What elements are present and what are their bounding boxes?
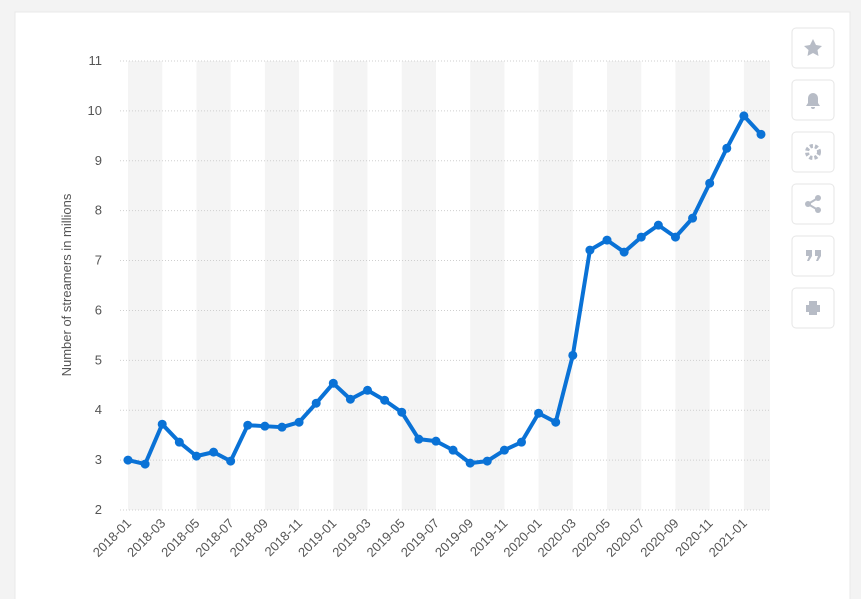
data-point bbox=[756, 129, 766, 139]
data-point bbox=[619, 247, 629, 257]
data-point bbox=[688, 213, 698, 223]
data-point bbox=[739, 111, 749, 121]
data-point bbox=[345, 394, 355, 404]
data-point bbox=[482, 456, 492, 466]
data-point bbox=[534, 408, 544, 418]
data-point bbox=[414, 434, 424, 444]
data-point bbox=[551, 417, 561, 427]
data-point bbox=[243, 420, 253, 430]
band bbox=[470, 61, 505, 510]
y-tick-label: 6 bbox=[95, 302, 102, 317]
y-tick-label: 3 bbox=[95, 452, 102, 467]
data-point bbox=[722, 143, 732, 153]
data-point bbox=[363, 385, 373, 395]
band bbox=[607, 61, 642, 510]
data-point bbox=[499, 445, 509, 455]
data-point bbox=[157, 419, 167, 429]
y-tick-label: 9 bbox=[95, 153, 102, 168]
bell-icon bbox=[806, 93, 820, 109]
quote-icon bbox=[806, 250, 821, 261]
data-point bbox=[465, 458, 475, 468]
data-point bbox=[397, 407, 407, 417]
y-tick-label: 5 bbox=[95, 352, 102, 367]
y-tick-label: 7 bbox=[95, 253, 102, 268]
gear-icon bbox=[805, 144, 821, 160]
data-point bbox=[209, 447, 219, 457]
data-point bbox=[260, 421, 270, 431]
toolbar bbox=[791, 27, 835, 329]
band bbox=[264, 61, 300, 510]
band bbox=[675, 61, 710, 510]
band bbox=[333, 61, 368, 510]
share-button[interactable] bbox=[791, 183, 835, 225]
star-icon bbox=[804, 39, 822, 56]
band bbox=[538, 61, 573, 510]
y-tick-label: 4 bbox=[95, 402, 102, 417]
print-icon bbox=[806, 301, 820, 315]
cite-button[interactable] bbox=[791, 235, 835, 277]
y-tick-label: 8 bbox=[95, 203, 102, 218]
data-point bbox=[602, 235, 612, 245]
data-point bbox=[328, 378, 338, 388]
band bbox=[196, 61, 231, 510]
y-tick-label: 11 bbox=[89, 53, 103, 68]
data-point bbox=[670, 232, 680, 242]
data-point bbox=[140, 459, 150, 469]
data-point bbox=[448, 445, 458, 455]
y-axis-label: Number of streamers in millions bbox=[59, 193, 74, 376]
data-point bbox=[294, 417, 304, 427]
data-point bbox=[653, 220, 663, 230]
data-point bbox=[123, 455, 133, 465]
band bbox=[128, 61, 163, 510]
share-icon bbox=[805, 195, 821, 213]
data-point bbox=[191, 451, 201, 461]
data-point bbox=[174, 437, 184, 447]
data-point bbox=[705, 178, 715, 188]
data-point bbox=[311, 398, 321, 408]
settings-button[interactable] bbox=[791, 131, 835, 173]
data-point bbox=[568, 350, 578, 360]
data-point bbox=[380, 395, 390, 405]
data-point bbox=[636, 232, 646, 242]
y-tick-label: 2 bbox=[95, 502, 102, 517]
data-point bbox=[226, 456, 236, 466]
data-point bbox=[431, 436, 441, 446]
data-point bbox=[516, 437, 526, 447]
data-point bbox=[585, 245, 595, 255]
data-point bbox=[277, 422, 287, 432]
y-tick-label: 10 bbox=[88, 103, 102, 118]
